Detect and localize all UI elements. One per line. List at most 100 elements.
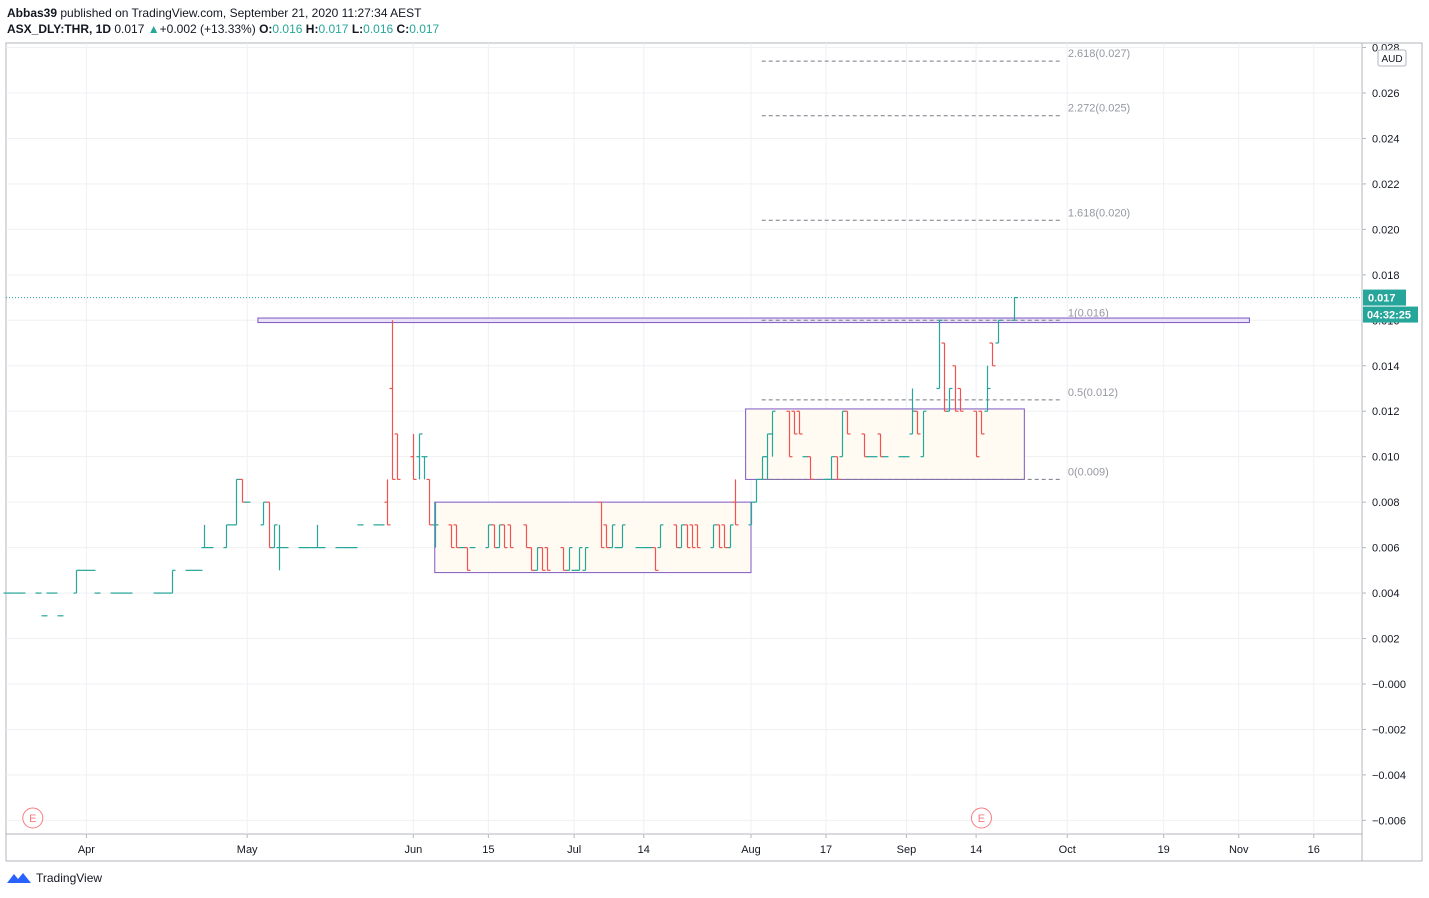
high-label: H: (305, 22, 319, 36)
x-tick-label: 14 (970, 844, 982, 856)
ohlc-bar (126, 592, 133, 594)
ohlc-bar (646, 547, 653, 549)
ohlc-bar (83, 569, 90, 571)
ohlc-bar (952, 365, 959, 412)
ohlc-bar (233, 478, 240, 526)
ohlc-bar (684, 524, 691, 549)
up-arrow-icon: ▲ (147, 22, 160, 36)
resistance-zone (257, 317, 1250, 324)
ohlc-bar (941, 342, 948, 412)
ohlc-bar (266, 501, 273, 549)
ohlc-bar (989, 342, 996, 367)
ohlc-bar (635, 547, 642, 549)
ohlc-bar (946, 387, 953, 412)
fib-level-label: 1.618(0.020) (1068, 207, 1130, 219)
countdown-badge (1363, 306, 1418, 323)
x-tick-label: May (237, 844, 258, 856)
x-tick-label: 17 (820, 844, 832, 856)
published-text: published on TradingView.com, September … (60, 6, 422, 20)
price-change: +0.002 (+13.33%) (159, 22, 256, 36)
ohlc-bar (158, 592, 165, 594)
ohlc-bar (244, 501, 251, 503)
ohlc-bar (394, 433, 401, 481)
author-name[interactable]: Abbas39 (7, 6, 58, 20)
ohlc-bar (603, 524, 610, 549)
ohlc-bar (727, 524, 734, 549)
price-axis[interactable]: 0.0280.0260.0240.0220.0200.0180.0160.014… (1362, 43, 1406, 828)
ohlc-bar (732, 479, 739, 526)
ohlc-bar (357, 524, 364, 526)
ohlc-bar (351, 547, 358, 549)
ohlc-bar (501, 524, 508, 549)
ohlc-bar (582, 547, 589, 571)
consolidation-box (434, 501, 752, 574)
earnings-circle (970, 807, 992, 829)
ohlc-bar (469, 547, 476, 549)
y-tick-label: 0.012 (1372, 406, 1400, 418)
ohlc-bar (507, 524, 514, 549)
ohlc-bar (57, 615, 64, 617)
ohlc-bar (984, 365, 991, 412)
fib-level-label: 1(0.016) (1068, 307, 1109, 319)
x-tick-label: 15 (482, 844, 494, 856)
ohlc-bar (303, 547, 310, 549)
y-tick-label: 0.002 (1372, 634, 1400, 646)
y-tick-label: 0.022 (1372, 179, 1400, 191)
y-tick-label: −0.004 (1372, 770, 1406, 782)
close-value: 0.017 (409, 22, 440, 36)
ohlc-bar (276, 524, 283, 571)
ohlc-bar (791, 410, 798, 435)
ohlc-bar (319, 547, 326, 549)
ohlc-bar (485, 524, 492, 549)
chart-border (5, 42, 1423, 862)
y-tick-label: 0.010 (1372, 452, 1400, 464)
ohlc-bar (657, 524, 664, 549)
ohlc-bar (426, 478, 433, 526)
symbol-name[interactable]: ASX_DLY:THR, 1D (7, 22, 112, 36)
ohlc-bar (882, 456, 889, 458)
y-tick-label: −0.006 (1372, 815, 1406, 827)
range-boxes (257, 317, 1250, 574)
ohlc-bar (560, 547, 567, 571)
ohlc-bar (598, 501, 605, 549)
y-tick-label: 0.008 (1372, 497, 1400, 509)
x-tick-label: 16 (1308, 844, 1320, 856)
ohlc-bar (539, 547, 546, 571)
ohlc-bars (3, 296, 1362, 617)
fib-level-label: 0.5(0.012) (1068, 387, 1118, 399)
earnings-marker: E (22, 807, 44, 829)
ohlc-bar (416, 433, 423, 480)
time-axis[interactable]: Apr May Jun 15 Jul 14 Aug 17 Sep 14 Oct 19 Nov 16 (78, 834, 1320, 856)
y-tick-label: −0.000 (1372, 679, 1406, 691)
earnings-label: E (29, 813, 36, 825)
price-labels: AUD 0.017 04:32:25 (1363, 49, 1418, 323)
ohlc-bar (973, 410, 980, 458)
ohlc-bar (678, 524, 685, 549)
countdown-label: 04:32:25 (1367, 310, 1411, 322)
ohlc-bar (378, 524, 385, 526)
y-tick-label: 0.014 (1372, 361, 1400, 373)
ohlc-bar (828, 456, 835, 481)
open-value: 0.016 (272, 22, 303, 36)
ohlc-bar (282, 547, 289, 549)
y-tick-label: 0.004 (1372, 588, 1400, 600)
fib-level-label: 2.272(0.025) (1068, 103, 1130, 115)
low-label: L: (351, 22, 364, 36)
open-label: O: (259, 22, 273, 36)
earnings-label: E (978, 813, 985, 825)
ohlc-bar (914, 410, 921, 435)
ohlc-bar (8, 592, 15, 594)
ohlc-bar (544, 547, 551, 571)
ohlc-bar (51, 592, 58, 594)
x-tick-label: Apr (78, 844, 95, 856)
y-tick-label: −0.002 (1372, 724, 1406, 736)
x-tick-label: Aug (741, 844, 761, 856)
tradingview-brand: TradingView (36, 871, 103, 885)
tradingview-logo-icon (7, 873, 31, 883)
ohlc-bar (566, 547, 573, 571)
tradingview-footer[interactable]: TradingView (6, 871, 102, 885)
ohlc-bar (609, 524, 616, 549)
ohlc-bar (619, 524, 626, 549)
